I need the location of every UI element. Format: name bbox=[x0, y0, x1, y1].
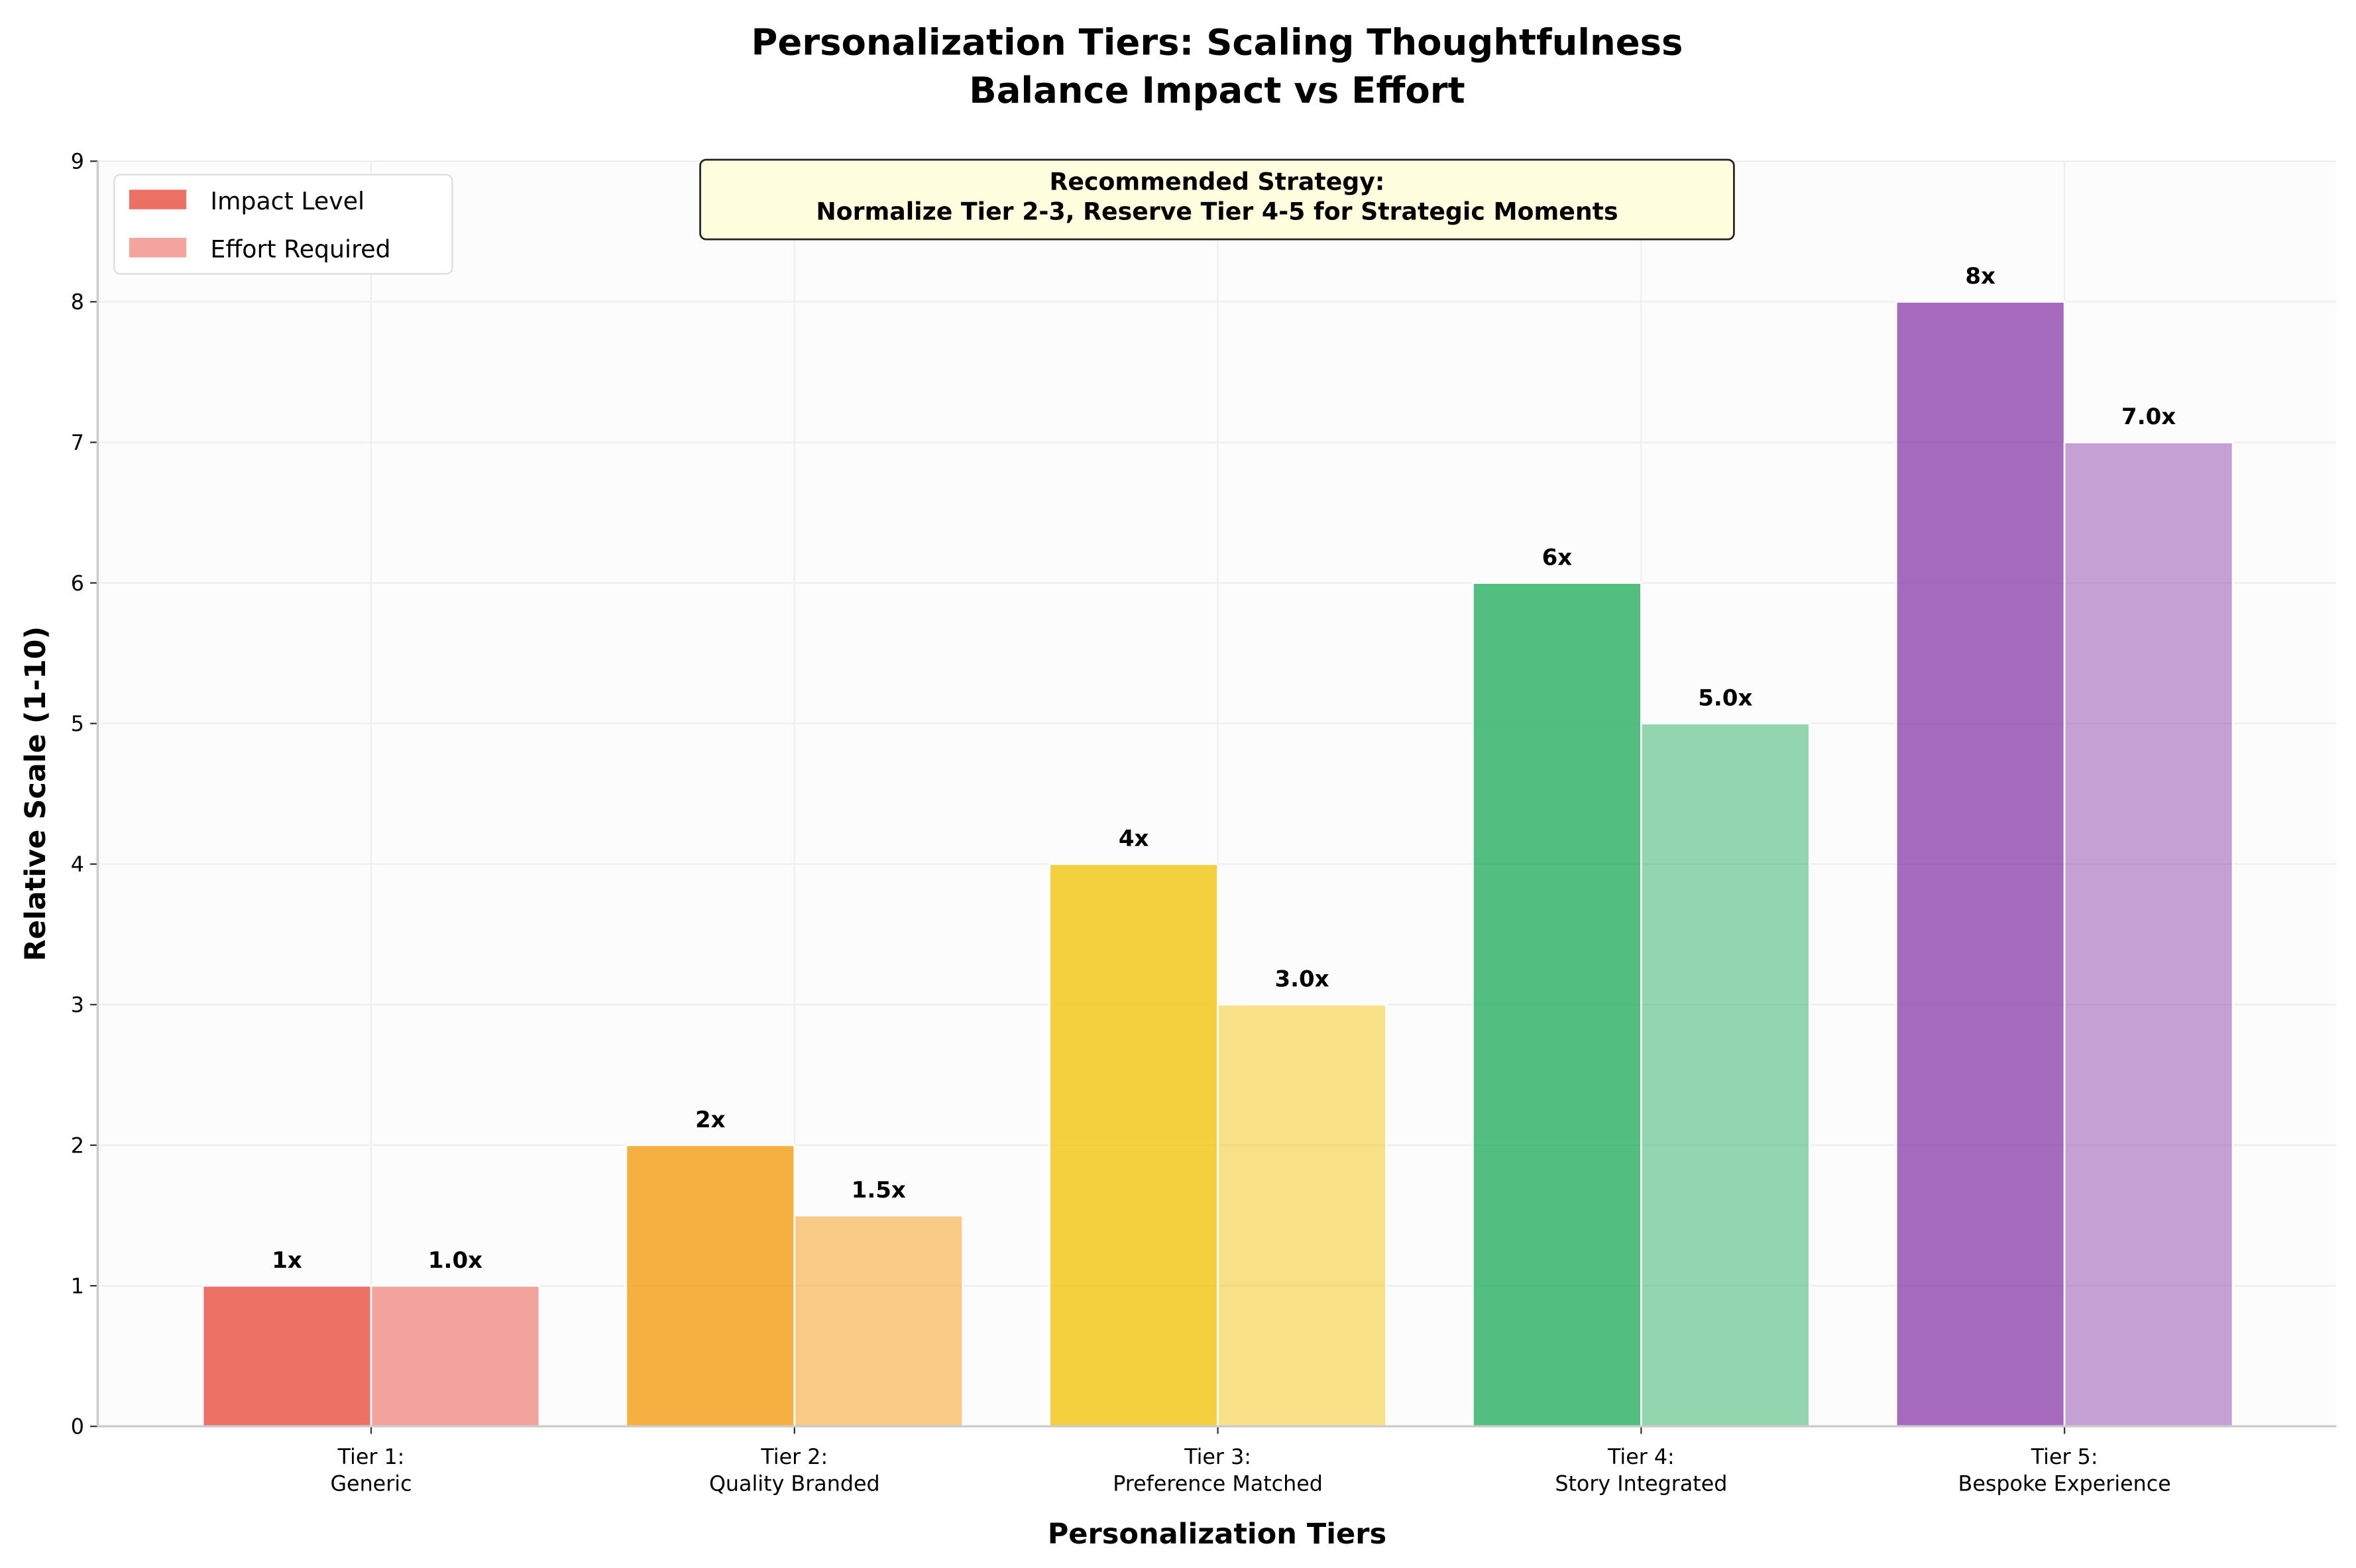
data-label: 7.0x bbox=[2121, 404, 2176, 430]
y-tick-label: 4 bbox=[71, 853, 84, 877]
y-tick-label: 2 bbox=[71, 1134, 84, 1158]
legend-label: Impact Level bbox=[210, 187, 365, 215]
bar-impact bbox=[1048, 863, 1219, 1428]
x-tick-label: Tier 1: Generic bbox=[330, 1445, 412, 1496]
x-tick-label: Tier 3: Preference Matched bbox=[1113, 1445, 1323, 1496]
bar-effort bbox=[1640, 722, 1811, 1428]
legend-swatch bbox=[129, 190, 187, 209]
bar-impact bbox=[625, 1144, 796, 1428]
bar-effort bbox=[793, 1214, 964, 1428]
x-tick-label: Tier 5: Bespoke Experience bbox=[1958, 1445, 2171, 1496]
y-tick-label: 6 bbox=[71, 572, 84, 596]
data-label: 8x bbox=[1965, 263, 1995, 290]
data-label: 6x bbox=[1542, 544, 1573, 571]
y-tick-label: 3 bbox=[71, 993, 84, 1017]
bar-effort bbox=[2063, 441, 2234, 1428]
bar-impact bbox=[1472, 582, 1642, 1428]
legend-swatch bbox=[129, 237, 187, 258]
bar-effort bbox=[1217, 1003, 1387, 1428]
y-tick-label: 9 bbox=[71, 150, 84, 174]
data-label: 5.0x bbox=[1698, 685, 1752, 711]
chart-title: Personalization Tiers: Scaling Thoughtfu… bbox=[751, 21, 1683, 111]
strategy-annotation: Recommended Strategy: Normalize Tier 2-3,… bbox=[699, 158, 1735, 241]
data-label: 3.0x bbox=[1274, 966, 1329, 993]
bars: 1x 2x 4x 6x 8x 1.0x 1.5x 3.0x 5.0x 7.0x bbox=[201, 263, 2234, 1428]
y-tick-label: 8 bbox=[71, 291, 84, 315]
x-tick-label: Tier 4: Story Integrated bbox=[1555, 1445, 1727, 1496]
y-tick-label: 0 bbox=[71, 1416, 84, 1439]
bar-impact bbox=[1895, 300, 2066, 1428]
data-label: 1x bbox=[272, 1247, 302, 1274]
data-label: 1.0x bbox=[428, 1247, 482, 1274]
y-axis-label: Relative Scale (1-10) bbox=[19, 626, 52, 961]
y-tick-label: 1 bbox=[71, 1274, 84, 1298]
axes: 0 1 2 3 4 5 6 7 8 9 Tier 1: Generic Tier 2: Quality B… bbox=[71, 150, 2337, 1496]
legend-label: Effort Required bbox=[210, 235, 390, 263]
data-label: 1.5x bbox=[852, 1177, 906, 1204]
bar-effort bbox=[370, 1284, 541, 1428]
x-axis-label: Personalization Tiers bbox=[1048, 1518, 1386, 1551]
y-tick-label: 5 bbox=[71, 712, 84, 736]
bar-impact bbox=[201, 1284, 372, 1428]
x-tick-label: Tier 2: Quality Branded bbox=[709, 1445, 880, 1496]
data-label: 4x bbox=[1119, 826, 1149, 852]
data-label: 2x bbox=[695, 1107, 726, 1133]
y-tick-label: 7 bbox=[71, 431, 84, 455]
annotation-text: Recommended Strategy: Normalize Tier 2-3,… bbox=[816, 167, 1618, 225]
legend: Impact Level Effort Required bbox=[113, 174, 453, 275]
